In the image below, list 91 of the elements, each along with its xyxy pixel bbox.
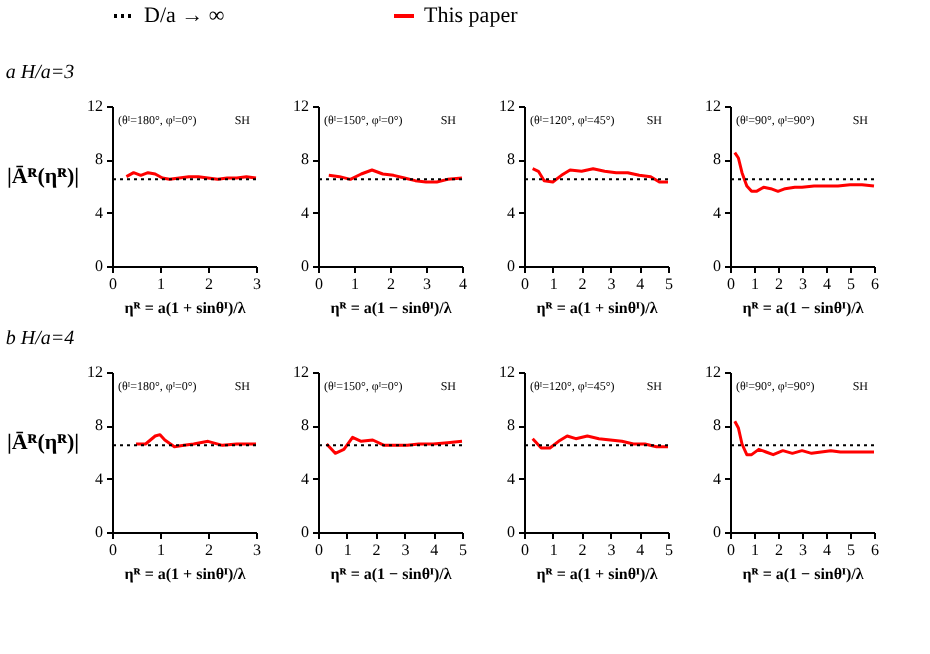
x-tick-label: 2: [578, 275, 587, 293]
y-tick-label: 12: [705, 97, 721, 115]
y-tick-label: 0: [95, 257, 103, 275]
y-tick-label: 8: [95, 150, 103, 169]
y-tick-label: 8: [301, 150, 309, 169]
x-axis-title: ηᴿ = a(1 + sinθᴵ)/λ: [536, 299, 658, 317]
y-axis-title: |Āᴿ(ηᴿ)|: [6, 165, 80, 189]
y-tick-label: 4: [301, 469, 309, 488]
y-tick-label: 0: [713, 257, 721, 275]
x-tick-label: 0: [109, 541, 117, 559]
x-tick-label: 0: [521, 275, 529, 293]
y-tick-label: 4: [713, 203, 721, 222]
x-tick-label: 2: [578, 541, 587, 559]
y-tick-label: 12: [499, 363, 515, 381]
x-tick-label: 4: [823, 275, 831, 293]
x-tick-label: 1: [343, 541, 352, 559]
x-tick-label: 5: [665, 541, 673, 559]
x-tick-label: 3: [607, 541, 616, 559]
x-tick-label: 4: [823, 541, 831, 559]
y-tick-label: 0: [301, 257, 309, 275]
x-tick-label: 5: [847, 275, 855, 293]
x-tick-label: 3: [607, 275, 616, 293]
x-tick-label: 2: [205, 541, 213, 559]
x-axis-title: ηᴿ = a(1 − sinθᴵ)/λ: [742, 299, 864, 317]
y-tick-label: 12: [705, 363, 721, 381]
x-axis-title: ηᴿ = a(1 − sinθᴵ)/λ: [330, 299, 452, 317]
x-tick-label: 0: [727, 541, 735, 559]
y-tick-label: 12: [499, 97, 515, 115]
y-tick-label: 8: [507, 150, 515, 169]
x-tick-label: 1: [751, 541, 759, 559]
y-tick-label: 8: [301, 416, 309, 435]
x-tick-label: 3: [253, 541, 261, 559]
y-tick-label: 0: [95, 523, 103, 541]
y-tick-label: 0: [301, 523, 309, 541]
x-tick-label: 3: [401, 541, 410, 559]
x-tick-label: 2: [205, 275, 213, 293]
chart-title: a H/a=3: [5, 62, 75, 84]
x-axis-title: ηᴿ = a(1 + sinθᴵ)/λ: [536, 565, 658, 583]
x-tick-label: 1: [157, 275, 165, 293]
legend-label: D/a → ∞: [144, 4, 225, 28]
x-axis-title: ηᴿ = a(1 − sinθᴵ)/λ: [742, 565, 864, 583]
x-tick-label: 1: [157, 541, 165, 559]
y-tick-label: 8: [95, 416, 103, 435]
x-tick-label: 6: [871, 275, 879, 293]
x-tick-label: 1: [351, 275, 359, 293]
x-tick-label: 4: [636, 275, 645, 293]
x-tick-label: 0: [315, 275, 323, 293]
y-tick-label: 4: [95, 203, 103, 222]
x-tick-label: 0: [315, 541, 323, 559]
y-tick-label: 4: [301, 203, 309, 222]
x-tick-label: 3: [423, 275, 431, 293]
x-tick-label: 3: [253, 275, 261, 293]
y-tick-label: 4: [713, 469, 721, 488]
y-tick-label: 8: [713, 416, 721, 435]
y-tick-label: 4: [95, 469, 103, 488]
x-tick-label: 2: [775, 275, 783, 293]
y-tick-label: 4: [507, 469, 515, 488]
x-tick-label: 2: [775, 541, 783, 559]
x-tick-label: 1: [549, 275, 558, 293]
x-tick-label: 0: [521, 541, 529, 559]
x-axis-title: ηᴿ = a(1 − sinθᴵ)/λ: [330, 565, 452, 583]
y-tick-label: 8: [507, 416, 515, 435]
x-tick-label: 1: [751, 275, 759, 293]
y-tick-label: 12: [293, 363, 309, 381]
y-tick-label: 8: [713, 150, 721, 169]
chart-title: b H/a=4: [5, 328, 75, 350]
x-tick-label: 0: [727, 275, 735, 293]
x-tick-label: 5: [847, 541, 855, 559]
x-axis-title: ηᴿ = a(1 + sinθᴵ)/λ: [124, 299, 246, 317]
y-axis-title: |Āᴿ(ηᴿ)|: [6, 431, 80, 455]
x-tick-label: 0: [109, 275, 117, 293]
x-tick-label: 5: [665, 275, 673, 293]
y-tick-label: 0: [507, 523, 515, 541]
y-tick-label: 0: [713, 523, 721, 541]
x-tick-label: 4: [430, 541, 439, 559]
x-tick-label: 2: [372, 541, 381, 559]
x-tick-label: 3: [799, 541, 807, 559]
x-tick-label: 3: [799, 275, 807, 293]
x-tick-label: 5: [459, 541, 467, 559]
y-tick-label: 12: [87, 97, 103, 115]
x-axis-title: ηᴿ = a(1 + sinθᴵ)/λ: [124, 565, 246, 583]
x-tick-label: 4: [459, 275, 467, 293]
y-tick-label: 12: [87, 363, 103, 381]
y-tick-label: 12: [293, 97, 309, 115]
x-tick-label: 2: [387, 275, 395, 293]
y-tick-label: 0: [507, 257, 515, 275]
x-tick-label: 6: [871, 541, 879, 559]
x-tick-label: 1: [549, 541, 558, 559]
y-tick-label: 4: [507, 203, 515, 222]
x-tick-label: 4: [636, 541, 645, 559]
legend-label: This paper: [424, 4, 519, 28]
